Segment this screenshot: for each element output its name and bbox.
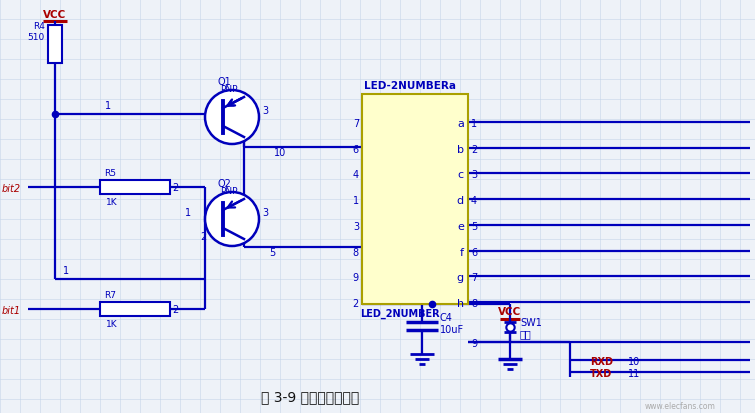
- Text: 510: 510: [28, 33, 45, 42]
- Circle shape: [205, 91, 259, 145]
- Text: Q2: Q2: [218, 178, 232, 189]
- Text: TXD: TXD: [590, 368, 612, 378]
- Text: Q1: Q1: [218, 77, 232, 87]
- Text: C4: C4: [440, 312, 453, 322]
- Text: 1: 1: [353, 196, 359, 206]
- Text: 1: 1: [63, 266, 69, 275]
- Text: 3: 3: [353, 221, 359, 231]
- Text: 2: 2: [172, 304, 178, 314]
- Text: f: f: [460, 247, 464, 257]
- Text: R4: R4: [33, 22, 45, 31]
- Text: 8: 8: [471, 298, 477, 308]
- Text: PNP: PNP: [220, 187, 238, 195]
- Text: d: d: [457, 196, 464, 206]
- Text: bit1: bit1: [2, 305, 21, 315]
- Text: 图 3-9 数码管显示电路: 图 3-9 数码管显示电路: [261, 389, 359, 403]
- Text: RXD: RXD: [590, 356, 613, 366]
- Text: 3: 3: [262, 207, 268, 218]
- Text: R5: R5: [104, 169, 116, 178]
- Text: 1: 1: [471, 119, 477, 129]
- Text: 3: 3: [262, 106, 268, 116]
- Text: R7: R7: [104, 290, 116, 299]
- Text: VCC: VCC: [43, 10, 66, 20]
- Text: 9: 9: [353, 273, 359, 282]
- Text: c: c: [458, 170, 464, 180]
- Text: 1: 1: [185, 207, 191, 218]
- Text: 3: 3: [471, 170, 477, 180]
- Text: 8: 8: [353, 247, 359, 257]
- Text: 2: 2: [353, 298, 359, 308]
- Text: 1K: 1K: [106, 197, 118, 206]
- Circle shape: [205, 192, 259, 247]
- Text: 2: 2: [172, 183, 178, 192]
- Text: 6: 6: [353, 145, 359, 154]
- Text: 4: 4: [353, 170, 359, 180]
- Bar: [48, 26, 62, 64]
- Text: 10: 10: [628, 356, 640, 366]
- Text: 5: 5: [269, 247, 276, 257]
- Text: 7: 7: [353, 119, 359, 129]
- Text: 10uF: 10uF: [440, 324, 464, 334]
- Text: 9: 9: [471, 338, 477, 348]
- Bar: [100, 302, 170, 316]
- Bar: [100, 180, 170, 195]
- Text: SW1: SW1: [520, 317, 542, 327]
- Bar: [362, 95, 468, 304]
- Text: 11: 11: [628, 368, 640, 378]
- Text: www.elecfans.com: www.elecfans.com: [645, 401, 716, 410]
- Text: 4: 4: [471, 196, 477, 206]
- Text: g: g: [457, 273, 464, 282]
- Text: 复位: 复位: [520, 328, 532, 338]
- Text: 2: 2: [200, 231, 206, 242]
- Text: 2: 2: [471, 145, 477, 154]
- Text: LED_2NUMBER: LED_2NUMBER: [360, 308, 439, 318]
- Text: e: e: [457, 221, 464, 231]
- Text: 1K: 1K: [106, 319, 118, 328]
- Text: b: b: [457, 145, 464, 154]
- Text: 10: 10: [274, 147, 286, 158]
- Text: VCC: VCC: [498, 306, 522, 316]
- Text: 1: 1: [105, 101, 111, 111]
- Text: 6: 6: [471, 247, 477, 257]
- Text: 5: 5: [471, 221, 477, 231]
- Text: h: h: [457, 298, 464, 308]
- Text: a: a: [457, 119, 464, 129]
- Text: LED-2NUMBERa: LED-2NUMBERa: [364, 81, 456, 91]
- Text: 7: 7: [471, 273, 477, 282]
- Text: bit2: bit2: [2, 183, 21, 194]
- Text: PNP: PNP: [220, 85, 238, 94]
